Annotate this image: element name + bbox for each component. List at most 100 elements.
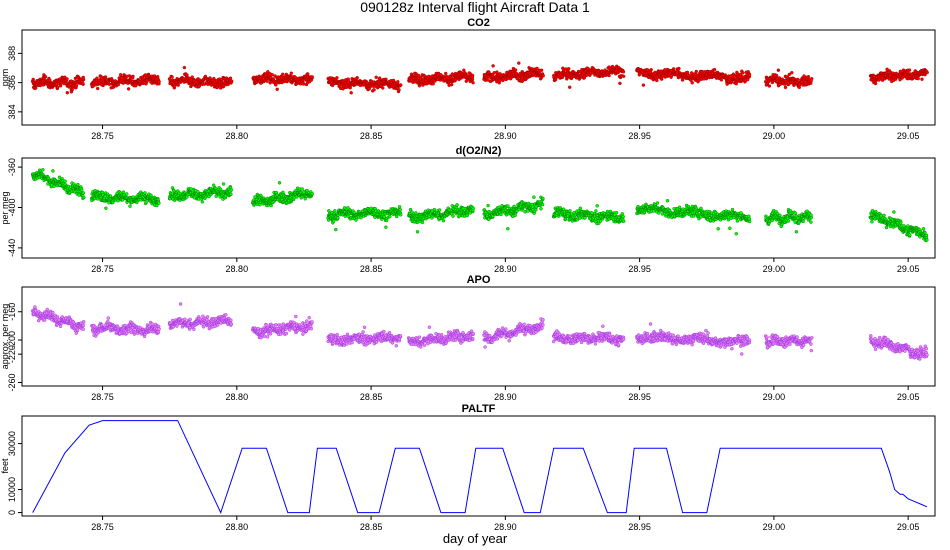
data-point	[690, 81, 694, 85]
data-point	[388, 214, 392, 219]
data-point	[378, 76, 382, 80]
data-point	[116, 198, 120, 203]
data-point	[81, 191, 86, 195]
data-point	[567, 66, 571, 71]
data-point	[190, 75, 194, 79]
data-point	[716, 227, 720, 231]
data-point	[70, 87, 75, 92]
data-point	[680, 78, 685, 82]
data-point	[719, 78, 724, 82]
data-point	[397, 88, 401, 92]
data-point	[517, 61, 521, 65]
x-tick-label: 28.80	[226, 131, 249, 141]
data-point	[810, 76, 814, 81]
y-axis-label: per meg	[0, 191, 10, 224]
data-segment-1	[30, 305, 86, 335]
data-segment-4	[251, 70, 314, 92]
data-point	[739, 211, 743, 215]
x-tick-label: 29.05	[897, 392, 920, 402]
data-point	[121, 190, 126, 194]
x-tick-label: 28.90	[494, 131, 517, 141]
data-point	[349, 91, 353, 95]
y-tick-label: -400	[7, 198, 17, 216]
data-point	[334, 227, 338, 232]
y-tick-label: 388	[7, 46, 17, 61]
panel-title: APO	[467, 274, 491, 286]
data-point	[728, 226, 732, 231]
data-point	[306, 72, 310, 76]
data-point	[441, 218, 446, 223]
data-point	[568, 85, 572, 89]
data-segment-11	[868, 67, 929, 86]
data-point	[56, 85, 60, 89]
data-point	[677, 66, 681, 71]
data-point	[562, 207, 566, 211]
data-point	[767, 84, 772, 88]
data-point	[513, 68, 518, 72]
data-segment-10	[763, 68, 814, 90]
data-point	[335, 76, 339, 80]
data-point	[906, 224, 910, 228]
data-point	[381, 86, 385, 90]
data-segment-8	[551, 204, 626, 226]
data-point	[131, 74, 135, 79]
data-point	[920, 77, 924, 81]
data-point	[265, 79, 269, 83]
data-point	[618, 81, 622, 86]
data-point	[694, 69, 698, 74]
data-point	[277, 181, 282, 185]
data-segment-2	[89, 72, 161, 91]
data-point	[81, 81, 85, 86]
data-point	[730, 207, 735, 212]
data-point	[176, 83, 181, 87]
data-point	[270, 72, 274, 77]
panel-title: d(O2/N2)	[456, 145, 502, 157]
data-point	[310, 191, 314, 196]
data-point	[568, 209, 572, 213]
y-tick-label: -360	[7, 158, 17, 176]
data-segment-7	[482, 61, 545, 85]
data-point	[699, 206, 703, 211]
x-tick-label: 28.90	[494, 392, 517, 402]
data-point	[907, 68, 912, 72]
data-segment-9	[635, 66, 752, 87]
data-point	[734, 232, 738, 236]
data-point	[665, 198, 670, 203]
data-point	[671, 67, 676, 71]
data-point	[450, 82, 454, 87]
panel-title: CO2	[467, 17, 490, 29]
data-point	[416, 73, 421, 78]
data-point	[143, 191, 147, 195]
data-point	[333, 209, 337, 213]
data-point	[873, 81, 878, 86]
data-point	[870, 208, 875, 213]
data-point	[916, 76, 920, 81]
data-point	[310, 75, 314, 79]
data-point	[770, 80, 774, 85]
data-segment-7	[482, 195, 545, 231]
data-point	[45, 307, 49, 312]
data-point	[399, 83, 403, 87]
data-point	[735, 219, 740, 223]
data-point	[691, 214, 696, 218]
data-segment-6	[407, 68, 475, 88]
data-point	[774, 73, 779, 78]
data-point	[793, 211, 797, 215]
data-point	[471, 80, 475, 85]
data-point	[359, 215, 363, 220]
data-point	[741, 71, 745, 75]
data-point	[221, 84, 226, 88]
data-point	[305, 188, 309, 193]
data-point	[465, 213, 469, 218]
data-point	[384, 225, 388, 229]
data-point	[415, 230, 420, 234]
data-point	[281, 72, 285, 77]
data-point	[128, 204, 132, 208]
data-point	[398, 207, 402, 212]
data-point	[621, 214, 625, 219]
data-point	[157, 79, 161, 84]
data-point	[170, 75, 174, 79]
y-tick-label: 386	[7, 75, 17, 90]
data-point	[197, 84, 202, 88]
